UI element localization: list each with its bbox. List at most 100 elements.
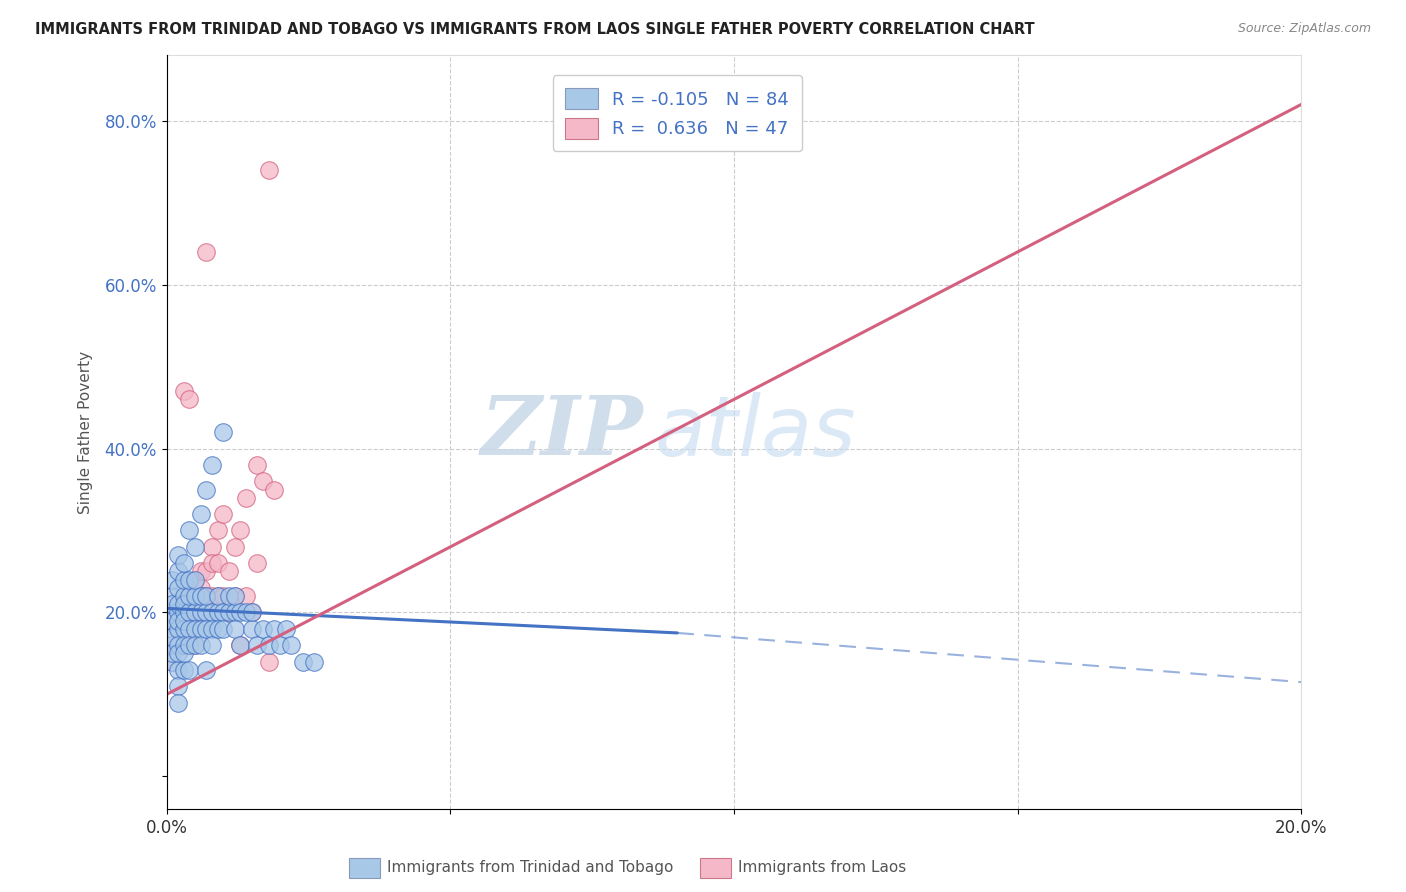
Point [212,622,235,636]
Point [195,589,218,603]
Point [212,507,235,521]
Point [190,581,212,595]
Point [195,244,218,259]
Point [162,630,184,644]
Point [179,589,201,603]
Point [229,524,252,538]
Point [190,622,212,636]
Point [195,483,218,497]
Point [218,606,240,620]
Point [179,606,201,620]
Point [235,589,257,603]
Point [167,565,190,579]
Point [173,589,195,603]
Point [179,524,201,538]
Point [167,606,190,620]
Point [257,638,280,652]
Point [184,606,207,620]
Point [167,606,190,620]
Point [179,663,201,677]
Point [167,622,190,636]
Point [201,556,224,570]
Point [184,573,207,587]
Point [207,524,229,538]
Point [246,556,269,570]
Point [162,589,184,603]
Point [167,679,190,693]
Point [190,606,212,620]
Point [162,655,184,669]
Point [173,384,195,399]
Point [162,647,184,661]
Point [274,622,297,636]
Point [263,483,285,497]
Point [224,622,246,636]
Point [269,638,291,652]
Point [162,573,184,587]
Point [179,573,201,587]
Point [190,638,212,652]
Point [190,507,212,521]
Point [184,573,207,587]
Point [190,565,212,579]
Point [257,162,280,177]
Point [224,589,246,603]
Point [167,663,190,677]
Point [229,638,252,652]
Point [179,638,201,652]
Point [207,556,229,570]
Point [173,638,195,652]
Point [201,622,224,636]
Point [179,606,201,620]
Point [224,540,246,554]
Point [201,540,224,554]
Point [207,622,229,636]
Point [173,606,195,620]
Point [190,606,212,620]
Text: Immigrants from Trinidad and Tobago: Immigrants from Trinidad and Tobago [387,861,673,875]
Point [218,565,240,579]
Point [280,638,302,652]
Point [167,647,190,661]
Point [218,606,240,620]
Point [190,589,212,603]
Point [167,638,190,652]
Point [162,638,184,652]
Legend: R = -0.105   N = 84, R =  0.636   N = 47: R = -0.105 N = 84, R = 0.636 N = 47 [553,76,801,152]
Y-axis label: Single Father Poverty: Single Father Poverty [79,351,93,514]
Point [184,589,207,603]
Point [190,589,212,603]
Point [173,647,195,661]
Point [162,655,184,669]
Point [179,622,201,636]
Point [162,606,184,620]
Point [212,589,235,603]
Point [173,622,195,636]
Point [252,622,274,636]
Point [184,540,207,554]
Point [302,655,325,669]
Point [184,638,207,652]
Point [201,638,224,652]
Point [212,425,235,439]
Point [201,458,224,472]
Point [252,475,274,489]
Point [263,622,285,636]
Point [207,589,229,603]
Text: IMMIGRANTS FROM TRINIDAD AND TOBAGO VS IMMIGRANTS FROM LAOS SINGLE FATHER POVERT: IMMIGRANTS FROM TRINIDAD AND TOBAGO VS I… [35,22,1035,37]
Point [195,589,218,603]
Point [167,581,190,595]
Text: Source: ZipAtlas.com: Source: ZipAtlas.com [1237,22,1371,36]
Point [162,597,184,611]
Point [179,622,201,636]
Point [246,458,269,472]
Point [167,696,190,710]
Point [167,548,190,562]
Point [167,597,190,611]
Point [201,606,224,620]
Point [162,614,184,628]
Point [173,597,195,611]
Point [195,622,218,636]
Point [212,606,235,620]
Point [291,655,314,669]
